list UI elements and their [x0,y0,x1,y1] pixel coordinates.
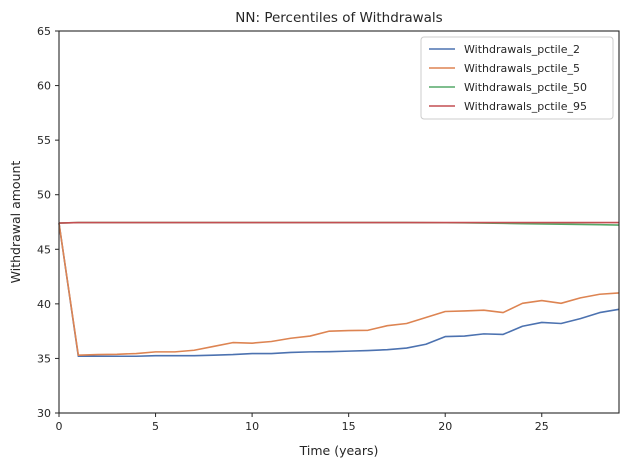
y-axis-ticks: 30 35 40 45 50 55 60 65 [37,25,59,420]
y-tick-label: 45 [37,243,51,256]
x-tick-label: 20 [438,420,452,433]
y-tick-label: 60 [37,80,51,93]
x-tick-label: 5 [152,420,159,433]
y-tick-label: 30 [37,407,51,420]
y-tick-label: 35 [37,352,51,365]
y-tick-label: 55 [37,134,51,147]
x-tick-label: 25 [535,420,549,433]
x-tick-label: 0 [56,420,63,433]
series-lines [58,221,620,358]
legend-label-4: Withdrawals_pctile_95 [464,100,587,113]
legend: Withdrawals_pctile_2 Withdrawals_pctile_5… [420,36,614,120]
series-line-4 [58,221,619,224]
x-tick-label: 15 [342,420,356,433]
y-tick-label: 40 [37,298,51,311]
series-line-2 [58,222,620,356]
y-axis-label: Withdrawal amount [8,161,23,284]
x-tick-label: 10 [245,420,259,433]
x-axis-label: Time (years) [299,443,379,458]
legend-label-1: Withdrawals_pctile_2 [464,43,580,56]
legend-label-2: Withdrawals_pctile_5 [464,62,580,75]
plot-frame [58,30,620,414]
y-tick-label: 65 [37,25,51,38]
legend-label-3: Withdrawals_pctile_50 [464,81,587,94]
legend-box [420,36,614,120]
x-axis-ticks: 0 5 10 15 20 25 [56,413,549,433]
y-tick-label: 50 [37,189,51,202]
chart-title: NN: Percentiles of Withdrawals [235,10,442,26]
series-line-1 [58,222,620,358]
